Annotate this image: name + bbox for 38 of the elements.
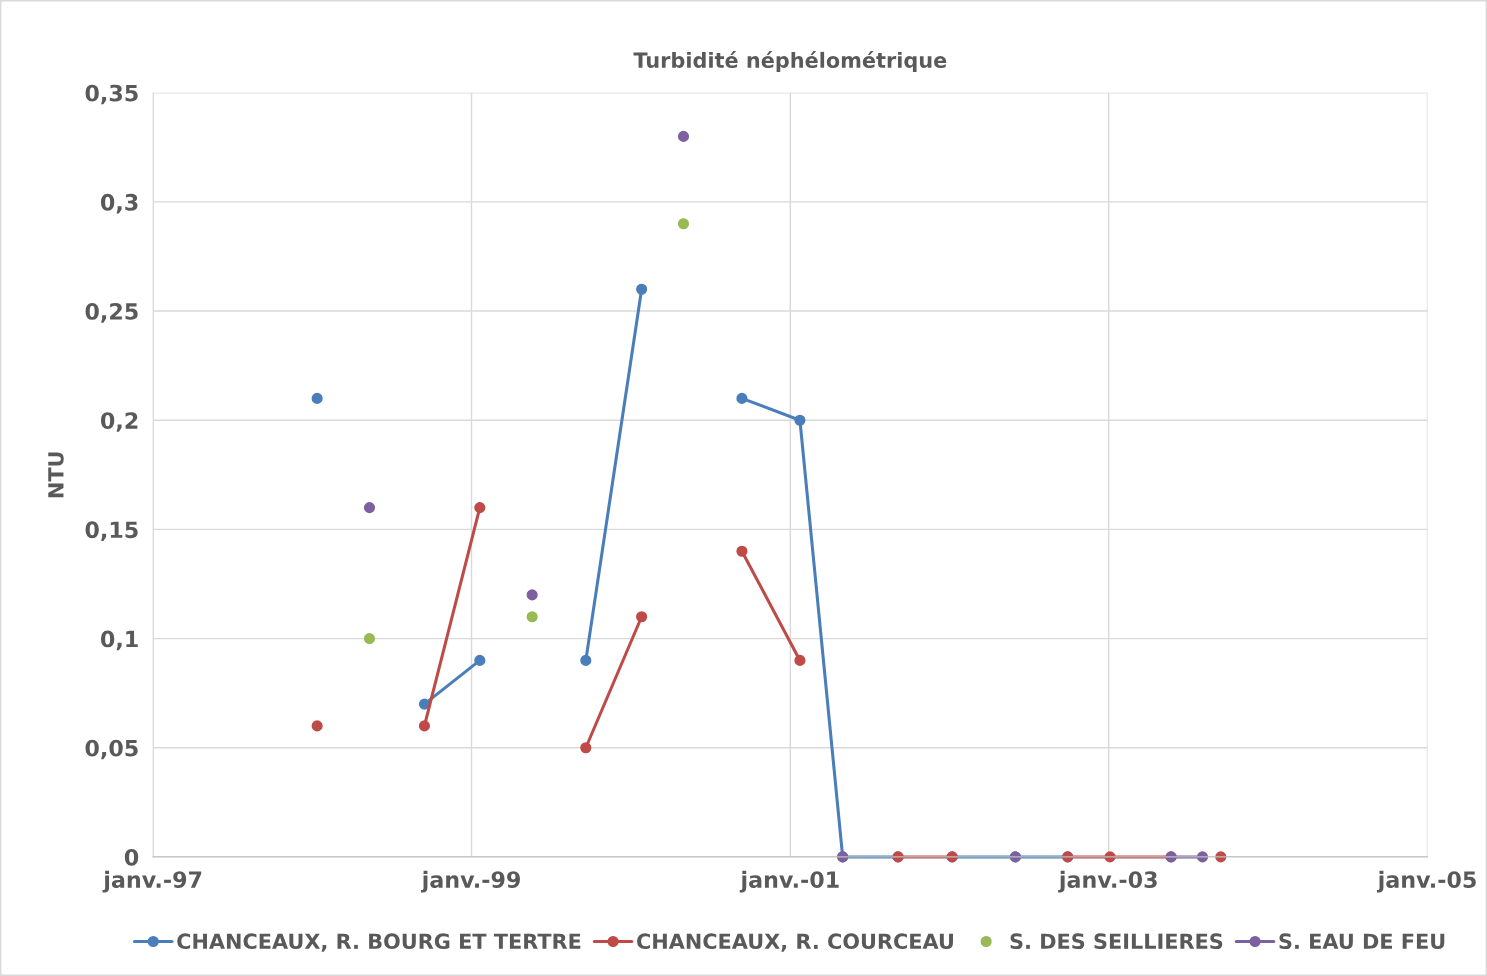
point [794,414,806,426]
point [736,392,748,404]
legend-label: S. EAU DE FEU [1279,933,1445,950]
point [418,720,430,732]
point [677,130,690,142]
point [363,633,376,645]
y-tick-label: 0,05 [85,739,138,760]
x-tick-label: janv.-01 [739,870,839,893]
y-axis-title: NTU [48,452,64,498]
chart-title: Turbidité néphélométrique [633,51,947,73]
point [736,545,748,557]
x-tick-label: janv.-99 [420,870,520,893]
x-tick-label: janv.-97 [102,870,202,893]
point [363,502,376,514]
legend-label: CHANCEAUX, R. COURCEAU [637,933,953,952]
point [677,218,690,230]
point [311,392,323,404]
y-tick-label: 0,1 [100,630,138,651]
x-tick-label: janv.-03 [1058,870,1157,893]
point [474,502,486,514]
x-tick-label: janv.-05 [1376,870,1476,893]
y-tick-label: 0 [124,848,139,866]
point [474,654,486,666]
point [636,283,648,295]
point [636,611,648,623]
point [526,611,538,623]
legend-label: S. DES SEILLIERES [1010,933,1223,950]
point [526,589,538,601]
legend-label: CHANCEAUX, R. BOURG ET TERTRE [177,933,581,952]
y-tick-label: 0,15 [85,521,138,542]
point [580,742,592,754]
y-tick-label: 0,2 [100,412,138,432]
y-tick-label: 0,35 [85,84,138,105]
point [580,654,592,666]
point [311,720,323,732]
y-tick-label: 0,25 [85,303,138,323]
point [794,654,806,666]
y-tick-label: 0,3 [100,193,138,214]
